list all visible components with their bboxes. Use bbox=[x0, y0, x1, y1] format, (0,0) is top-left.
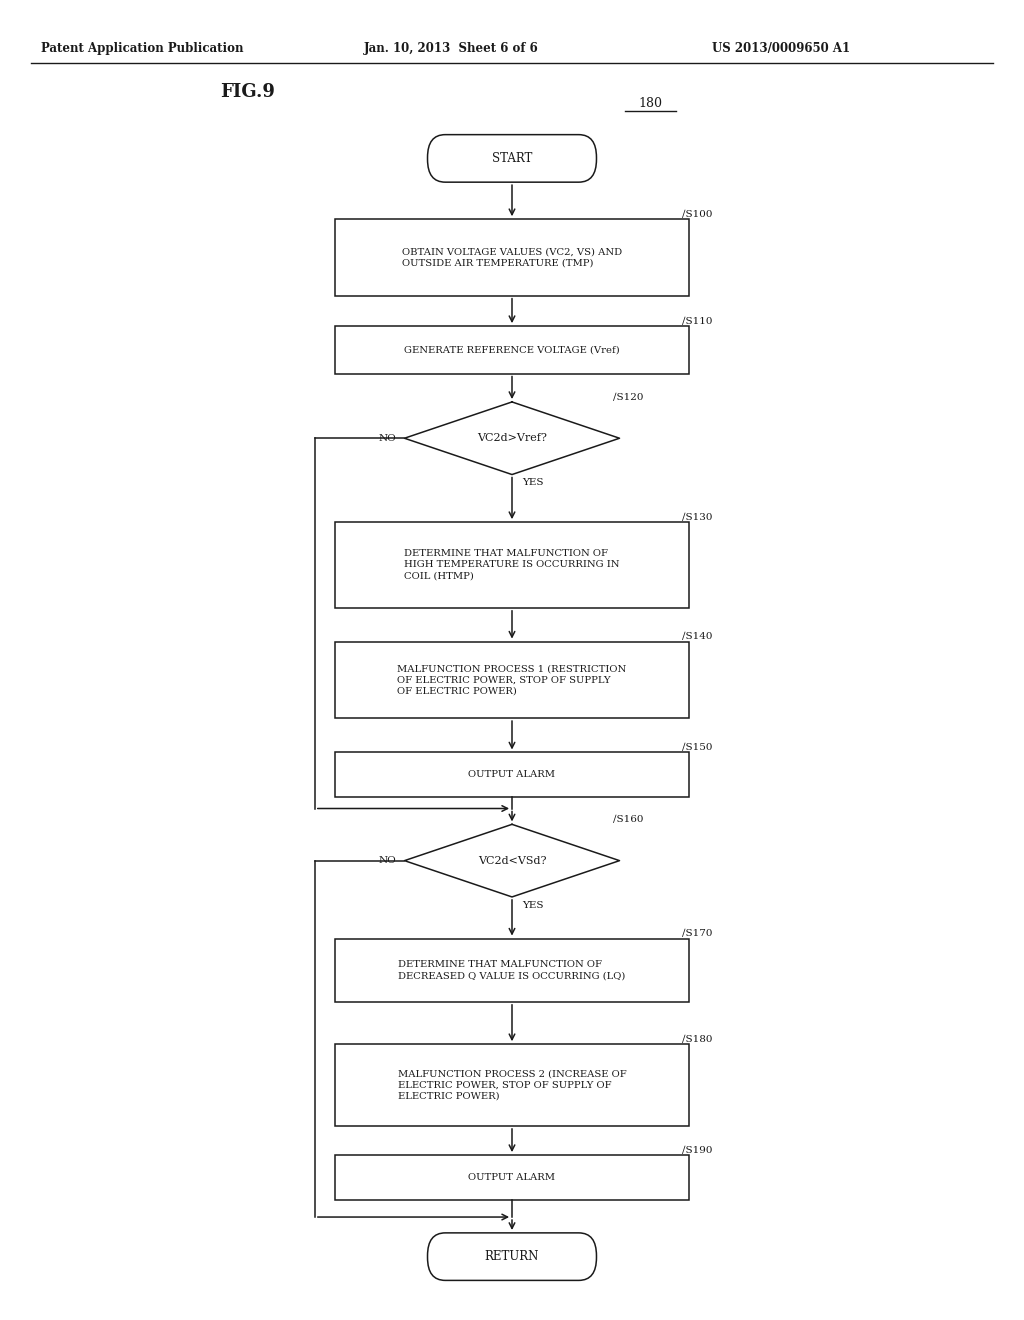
Text: ∕S160: ∕S160 bbox=[613, 816, 644, 824]
Polygon shape bbox=[404, 824, 620, 898]
FancyBboxPatch shape bbox=[336, 521, 688, 607]
Text: DETERMINE THAT MALFUNCTION OF
DECREASED Q VALUE IS OCCURRING (LQ): DETERMINE THAT MALFUNCTION OF DECREASED … bbox=[398, 960, 626, 981]
FancyBboxPatch shape bbox=[336, 939, 688, 1002]
Text: ∕S190: ∕S190 bbox=[682, 1146, 713, 1155]
Text: MALFUNCTION PROCESS 2 (INCREASE OF
ELECTRIC POWER, STOP OF SUPPLY OF
ELECTRIC PO: MALFUNCTION PROCESS 2 (INCREASE OF ELECT… bbox=[397, 1069, 627, 1101]
Text: VC2d<VSd?: VC2d<VSd? bbox=[478, 855, 546, 866]
Text: Patent Application Publication: Patent Application Publication bbox=[41, 42, 244, 55]
Text: ∕S180: ∕S180 bbox=[682, 1035, 713, 1044]
Text: MALFUNCTION PROCESS 1 (RESTRICTION
OF ELECTRIC POWER, STOP OF SUPPLY
OF ELECTRIC: MALFUNCTION PROCESS 1 (RESTRICTION OF EL… bbox=[397, 664, 627, 696]
Text: ∕S170: ∕S170 bbox=[682, 929, 713, 939]
FancyBboxPatch shape bbox=[428, 135, 596, 182]
Text: ∕S130: ∕S130 bbox=[682, 513, 713, 523]
Text: FIG.9: FIG.9 bbox=[220, 83, 275, 102]
Text: RETURN: RETURN bbox=[484, 1250, 540, 1263]
FancyBboxPatch shape bbox=[336, 1155, 688, 1200]
FancyBboxPatch shape bbox=[336, 1044, 688, 1126]
Text: US 2013/0009650 A1: US 2013/0009650 A1 bbox=[712, 42, 850, 55]
Text: YES: YES bbox=[522, 902, 544, 909]
Text: NO: NO bbox=[379, 434, 396, 442]
Text: NO: NO bbox=[379, 857, 396, 865]
Polygon shape bbox=[404, 401, 620, 474]
Text: ∕S150: ∕S150 bbox=[682, 743, 713, 752]
Text: ∕S100: ∕S100 bbox=[682, 210, 713, 219]
FancyBboxPatch shape bbox=[336, 642, 688, 718]
Text: START: START bbox=[492, 152, 532, 165]
Text: 180: 180 bbox=[638, 96, 663, 110]
Text: VC2d>Vref?: VC2d>Vref? bbox=[477, 433, 547, 444]
Text: ∕S140: ∕S140 bbox=[682, 632, 713, 642]
FancyBboxPatch shape bbox=[428, 1233, 596, 1280]
Text: GENERATE REFERENCE VOLTAGE (Vref): GENERATE REFERENCE VOLTAGE (Vref) bbox=[404, 346, 620, 354]
Text: YES: YES bbox=[522, 478, 544, 487]
Text: OUTPUT ALARM: OUTPUT ALARM bbox=[469, 771, 555, 779]
Text: ∕S110: ∕S110 bbox=[682, 317, 713, 326]
FancyBboxPatch shape bbox=[336, 752, 688, 797]
Text: ∕S120: ∕S120 bbox=[613, 393, 644, 401]
Text: OUTPUT ALARM: OUTPUT ALARM bbox=[469, 1173, 555, 1181]
FancyBboxPatch shape bbox=[336, 219, 688, 296]
Text: OBTAIN VOLTAGE VALUES (VC2, VS) AND
OUTSIDE AIR TEMPERATURE (TMP): OBTAIN VOLTAGE VALUES (VC2, VS) AND OUTS… bbox=[402, 247, 622, 268]
Text: Jan. 10, 2013  Sheet 6 of 6: Jan. 10, 2013 Sheet 6 of 6 bbox=[364, 42, 539, 55]
Text: DETERMINE THAT MALFUNCTION OF
HIGH TEMPERATURE IS OCCURRING IN
COIL (HTMP): DETERMINE THAT MALFUNCTION OF HIGH TEMPE… bbox=[404, 549, 620, 581]
FancyBboxPatch shape bbox=[336, 326, 688, 374]
